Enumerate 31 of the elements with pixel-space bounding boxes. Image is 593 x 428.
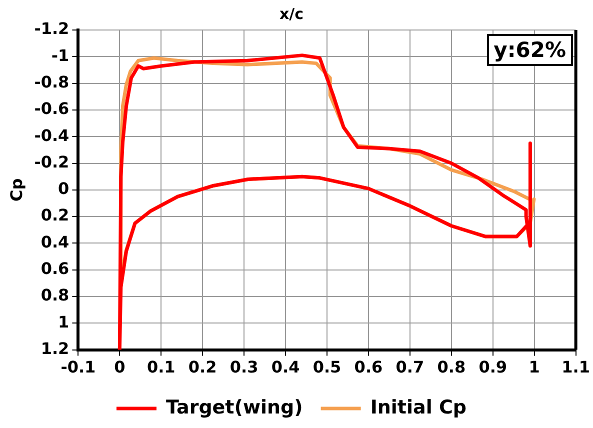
y-tick-label: 0.2 (40, 206, 70, 225)
x-tick-label: 0.6 (354, 358, 383, 377)
x-axis-title: x/c (279, 4, 304, 23)
y-tick-label: -0.8 (34, 72, 70, 92)
y-tick-label: -1.2 (34, 19, 70, 38)
y-tick-label: 0.4 (40, 232, 70, 252)
legend-label: Initial Cp (370, 396, 467, 418)
y-tick-label: 1.2 (40, 338, 70, 358)
annotation: y:62% (486, 34, 573, 66)
x-tick-label: 0.9 (478, 358, 508, 377)
x-tick-label: 0.7 (396, 358, 424, 377)
x-tick-label: 1.1 (562, 358, 590, 377)
y-tick-label: -1 (51, 46, 70, 65)
y-tick-label: -0.2 (34, 152, 70, 172)
y-tick-label: 0.8 (40, 286, 70, 305)
x-tick-label: 0.4 (271, 358, 300, 377)
y-tick-label: 0 (58, 179, 70, 198)
x-tick-label: 0.5 (312, 358, 342, 377)
y-tick-label: -0.4 (34, 126, 70, 145)
y-tick-label: 0.6 (40, 259, 70, 278)
x-tick-label: 0 (114, 358, 126, 377)
x-tick-label: 0.1 (146, 358, 176, 377)
x-tick-label: 0.2 (188, 358, 217, 377)
y-axis-title: Cp (6, 178, 26, 202)
x-tick-label: 0.3 (230, 358, 258, 377)
y-tick-label: -0.6 (34, 99, 70, 118)
y-tick-label: 1 (58, 312, 70, 332)
x-tick-label: 1 (528, 358, 540, 377)
x-tick-label: 0.8 (437, 358, 466, 377)
legend-label: Target(wing) (166, 396, 303, 418)
x-tick-label: -0.1 (60, 358, 96, 377)
